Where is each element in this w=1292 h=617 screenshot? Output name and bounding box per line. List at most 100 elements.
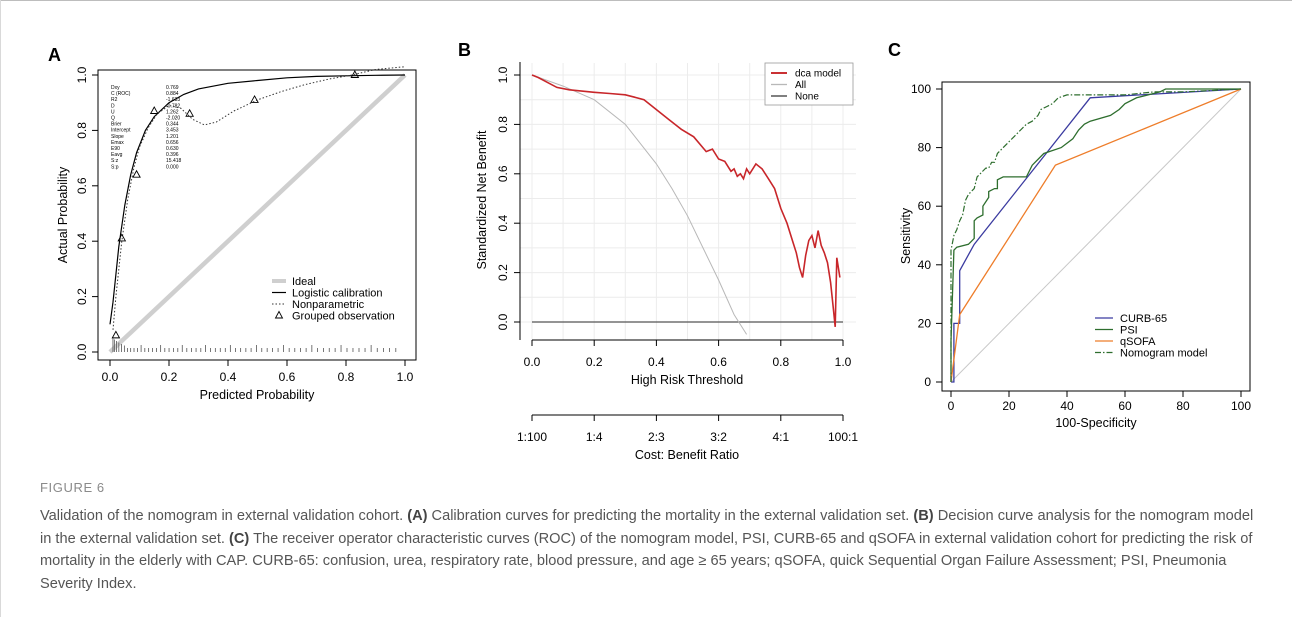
x-tick-label: 0.8	[338, 370, 355, 384]
stat-value: 15.418	[166, 158, 182, 164]
legend-label: qSOFA	[1120, 336, 1156, 348]
y-tick-label: 0.0	[496, 313, 510, 330]
top-border	[0, 0, 1292, 1]
plot-frame	[941, 81, 1251, 392]
grouped-observation-marker	[185, 108, 195, 117]
stat-value: 0.000	[166, 164, 179, 170]
figure-caption: FIGURE 6 Validation of the nomogram in e…	[40, 480, 1255, 595]
stat-name: R2	[111, 97, 118, 103]
stat-name: Slope	[111, 134, 124, 140]
roc-line-nomogram-model	[950, 88, 1242, 382]
legend-label: dca model	[795, 69, 841, 80]
x-tick-label: 1.0	[835, 355, 852, 369]
stat-name: S:z	[111, 158, 119, 164]
stat-name: C (ROC)	[111, 91, 131, 97]
x-tick-label: 20	[1002, 399, 1016, 413]
grouped-observation-marker	[111, 330, 121, 339]
stat-name: Q	[111, 116, 115, 122]
panel-a-label: A	[48, 45, 61, 65]
caption-fragment: Calibration curves for predicting the mo…	[427, 508, 914, 524]
x-tick-label: 0.2	[161, 370, 178, 384]
y-tick-label: 40	[918, 258, 932, 272]
plot-frame	[97, 69, 417, 361]
legend-label: Nomogram model	[1120, 348, 1207, 360]
secondary-x-tick-label: 2:3	[648, 430, 665, 444]
secondary-x-tick-label: 3:2	[710, 430, 727, 444]
x-tick-label: 40	[1060, 399, 1074, 413]
stat-value: -0.782	[166, 103, 180, 109]
ideal-line	[108, 73, 407, 354]
y-tick-label: 0.2	[496, 264, 510, 281]
x-axis-label: 100-Specificity	[1055, 416, 1137, 430]
caption-fragment: The receiver operator characteristic cur…	[40, 530, 1253, 592]
caption-text: Validation of the nomogram in external v…	[40, 505, 1255, 595]
x-tick-label: 1.0	[397, 370, 414, 384]
stat-value: 0.769	[166, 85, 179, 91]
y-tick-label: 1.0	[496, 66, 510, 83]
stat-name: Brier	[111, 122, 122, 128]
y-tick-label: 80	[918, 141, 932, 155]
y-tick-label: 0	[924, 375, 931, 389]
legend-label: Logistic calibration	[292, 288, 383, 300]
y-tick-label: 1.0	[75, 66, 89, 83]
y-axis-label: Standardized Net Benefit	[475, 130, 489, 270]
grouped-observation-marker	[250, 95, 259, 103]
logistic-calibration-line	[109, 74, 406, 325]
y-tick-label: 0.6	[496, 165, 510, 182]
caption-fragment: Validation of the nomogram in external v…	[40, 508, 408, 524]
x-tick-label: 0.6	[710, 355, 727, 369]
secondary-x-tick-label: 4:1	[772, 430, 789, 444]
stat-name: Intercept	[111, 128, 131, 134]
nonparametric-line	[112, 66, 406, 330]
grouped-observation-marker	[350, 70, 360, 78]
x-tick-label: 0	[948, 399, 955, 413]
secondary-x-tick-label: 1:100	[517, 430, 547, 444]
stat-name: Emax	[111, 140, 124, 146]
series-line-all	[531, 74, 748, 335]
x-tick-label: 100	[1231, 399, 1251, 413]
x-tick-label: 0.6	[279, 370, 296, 384]
decision-curve-plot: 0.0 0.2 0.4 0.6 0.8 1.0 0.0 0.2 0.4 0.6 0.8 1.0 High…	[475, 62, 858, 462]
stat-name: S:p	[111, 164, 119, 170]
legend-label: None	[795, 92, 819, 103]
legend-symbol	[274, 310, 284, 319]
y-tick-label: 0.8	[75, 122, 89, 139]
caption-panel-ref: (B)	[913, 508, 934, 524]
x-tick-label: 0.2	[586, 355, 603, 369]
stat-name: Eavg	[111, 152, 123, 158]
stat-value: 3.453	[166, 128, 179, 134]
x-tick-label: 0.0	[524, 355, 541, 369]
y-tick-label: 0.0	[75, 343, 89, 360]
y-tick-label: 0.6	[75, 177, 89, 194]
roc-line-psi	[950, 88, 1241, 382]
stat-name: E90	[111, 146, 120, 152]
legend-label: PSI	[1120, 325, 1138, 337]
stat-value: -2.020	[166, 116, 180, 122]
y-tick-label: 60	[918, 199, 932, 213]
x-axis-label: Predicted Probability	[200, 388, 315, 402]
roc-curve-plot: 0 20 40 60 80 100 0 20 40 60 80 100 100-Specificity S…	[899, 81, 1251, 430]
roc-line-qsofa	[950, 88, 1242, 383]
x-axis-label: High Risk Threshold	[631, 373, 743, 387]
y-tick-label: 0.8	[496, 116, 510, 133]
legend-label: Nonparametric	[292, 299, 365, 311]
figure-label: FIGURE 6	[40, 480, 105, 495]
grouped-observation-marker	[132, 169, 141, 178]
secondary-x-tick-label: 1:4	[586, 430, 603, 444]
x-tick-label: 80	[1176, 399, 1190, 413]
y-axis-label: Actual Probability	[56, 166, 70, 263]
panel-c-label: C	[888, 40, 901, 60]
roc-line-curb-65	[951, 88, 1242, 383]
x-tick-label: 0.4	[648, 355, 665, 369]
legend-label: CURB-65	[1120, 313, 1167, 325]
stat-value: 0.344	[166, 122, 179, 128]
grouped-observation-marker	[149, 106, 159, 114]
calibration-plot: 0.0 0.2 0.4 0.6 0.8 1.0 0.0 0.2 0.4 0.6 0.8 1.0 Pred…	[56, 66, 417, 402]
reference-diagonal	[950, 88, 1242, 383]
y-tick-label: 100	[911, 82, 931, 96]
y-tick-label: 0.4	[75, 233, 89, 250]
stat-name: U	[111, 109, 115, 115]
legend-label: Grouped observation	[292, 311, 395, 323]
stat-value: 0.884	[166, 91, 179, 97]
x-tick-label: 0.8	[772, 355, 789, 369]
